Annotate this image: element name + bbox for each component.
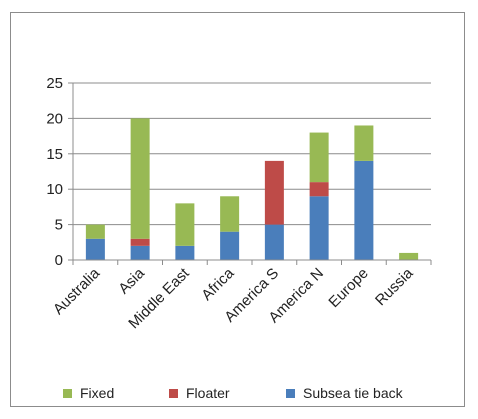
y-tick-label: 5 bbox=[55, 217, 63, 234]
legend-swatch-floater bbox=[169, 388, 178, 398]
legend-item-floater: Floater bbox=[169, 385, 230, 401]
x-tick-label: Russia bbox=[372, 264, 417, 309]
bar-fixed-europe bbox=[354, 125, 374, 161]
bar-subsea-tie-back-europe bbox=[354, 160, 374, 260]
legend-item-fixed: Fixed bbox=[63, 385, 114, 401]
bar-floater-asia bbox=[130, 238, 150, 246]
bar-series bbox=[85, 118, 419, 260]
legend-swatch-subsea-tie-back bbox=[286, 388, 295, 398]
bar-fixed-africa bbox=[220, 196, 240, 232]
y-tick-label: 10 bbox=[46, 181, 63, 198]
y-tick-label: 20 bbox=[46, 110, 63, 127]
legend-label-subsea-tie-back: Subsea tie back bbox=[303, 385, 403, 401]
legend-item-subsea-tie-back: Subsea tie back bbox=[286, 385, 403, 401]
bar-fixed-australia bbox=[85, 224, 105, 239]
x-tick-label: Asia bbox=[115, 264, 148, 297]
y-tick-label: 15 bbox=[46, 146, 63, 163]
bar-subsea-tie-back-middle-east bbox=[175, 245, 195, 260]
legend-label-floater: Floater bbox=[186, 385, 230, 401]
y-tick-label: 25 bbox=[46, 75, 63, 92]
bar-fixed-asia bbox=[130, 118, 150, 239]
legend-label-fixed: Fixed bbox=[80, 385, 115, 401]
bar-fixed-middle-east bbox=[175, 203, 195, 246]
gridlines bbox=[73, 82, 431, 226]
bar-subsea-tie-back-america-s bbox=[264, 224, 284, 260]
axes bbox=[68, 82, 432, 265]
legend-swatch-fixed bbox=[63, 388, 72, 398]
bar-floater-america-n bbox=[309, 182, 329, 197]
bar-subsea-tie-back-america-n bbox=[309, 196, 329, 260]
x-tick-label: Africa bbox=[198, 264, 238, 304]
bar-subsea-tie-back-africa bbox=[220, 231, 240, 260]
bar-floater-america-s bbox=[264, 160, 284, 225]
y-tick-labels: 0 5 10 15 20 25 bbox=[46, 75, 63, 269]
y-tick-label: 0 bbox=[55, 252, 63, 269]
bar-fixed-america-n bbox=[309, 132, 329, 183]
x-tick-label: Australia bbox=[50, 264, 104, 318]
bar-fixed-russia bbox=[399, 252, 419, 260]
bar-subsea-tie-back-australia bbox=[85, 238, 105, 260]
legend: Fixed Floater Subsea tie back bbox=[11, 385, 466, 405]
chart-frame: 0 5 10 15 20 25 Australia Asia Middle East Afric… bbox=[10, 12, 465, 407]
bar-subsea-tie-back-asia bbox=[130, 245, 150, 260]
x-tick-label: Europe bbox=[325, 265, 371, 311]
